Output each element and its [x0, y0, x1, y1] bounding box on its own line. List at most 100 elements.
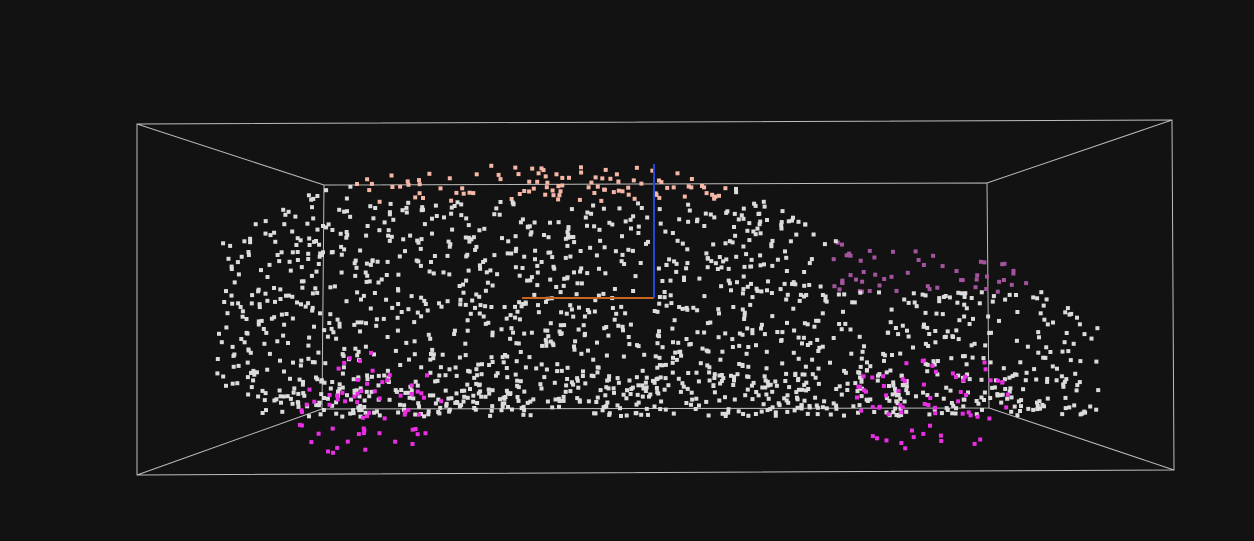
- point-body: [522, 254, 527, 259]
- point-roof: [712, 196, 717, 201]
- point-body: [519, 304, 524, 309]
- point-body: [723, 411, 728, 416]
- point-body: [412, 320, 417, 325]
- point-body: [969, 296, 974, 300]
- point-body: [563, 389, 568, 394]
- point-hood: [916, 258, 921, 262]
- point-body: [525, 400, 530, 405]
- point-hood: [982, 260, 987, 265]
- point-roof: [579, 170, 584, 175]
- point-body: [1018, 360, 1023, 365]
- point-body: [367, 279, 372, 284]
- point-roof: [467, 190, 472, 195]
- point-roof: [592, 191, 597, 195]
- point-hood: [858, 258, 863, 263]
- point-hood: [984, 287, 989, 291]
- point-body: [310, 305, 315, 310]
- point-body: [615, 376, 620, 381]
- point-wheels: [978, 437, 983, 442]
- point-body: [368, 204, 373, 209]
- point-body: [578, 269, 583, 274]
- point-body: [857, 370, 862, 375]
- point-body: [723, 414, 728, 418]
- point-body: [372, 352, 376, 357]
- point-body: [798, 292, 803, 297]
- point-body: [1062, 379, 1067, 384]
- point-body: [677, 217, 682, 222]
- point-body: [1003, 387, 1008, 391]
- point-body: [513, 372, 518, 377]
- point-body: [663, 229, 668, 234]
- point-body: [619, 304, 624, 309]
- point-hood: [873, 272, 878, 277]
- point-body: [624, 396, 629, 401]
- point-body: [766, 279, 770, 284]
- point-body: [603, 393, 608, 398]
- point-body: [740, 332, 745, 337]
- point-body: [469, 237, 474, 242]
- point-roof: [586, 185, 591, 190]
- point-body: [634, 411, 639, 416]
- point-body: [452, 204, 457, 208]
- point-body: [263, 291, 268, 296]
- point-wheels: [416, 412, 421, 417]
- point-body: [1015, 413, 1020, 418]
- point-body: [697, 403, 701, 408]
- point-wheels: [881, 384, 886, 388]
- point-body: [780, 330, 785, 335]
- point-body: [513, 304, 517, 309]
- point-body: [837, 322, 842, 326]
- point-body: [620, 252, 625, 257]
- point-body: [359, 408, 364, 412]
- point-body: [385, 368, 390, 373]
- point-body: [311, 216, 316, 221]
- point-body: [249, 385, 254, 390]
- point-body: [730, 240, 735, 245]
- point-body: [499, 327, 504, 332]
- point-body: [370, 258, 375, 263]
- point-body: [536, 303, 540, 308]
- point-body: [628, 322, 633, 327]
- point-body: [483, 288, 488, 293]
- point-body: [791, 350, 796, 355]
- point-body: [702, 224, 707, 228]
- point-body: [999, 400, 1004, 405]
- point-body: [501, 360, 506, 365]
- point-body: [671, 355, 675, 360]
- point-body: [1074, 388, 1079, 393]
- point-body: [302, 393, 307, 398]
- point-body: [307, 236, 312, 241]
- point-body: [940, 312, 945, 317]
- point-body: [1043, 355, 1048, 360]
- point-body: [657, 355, 662, 360]
- point-body: [740, 307, 745, 312]
- point-body: [816, 366, 821, 371]
- point-body: [246, 250, 251, 254]
- point-body: [285, 394, 290, 399]
- point-body: [678, 389, 683, 394]
- point-body: [295, 250, 300, 254]
- point-body: [718, 381, 723, 386]
- point-body: [423, 302, 428, 306]
- point-body: [957, 318, 962, 323]
- point-body: [742, 264, 747, 269]
- point-body: [295, 258, 300, 262]
- point-body: [726, 266, 731, 271]
- point-body: [495, 371, 500, 376]
- point-body: [741, 412, 746, 416]
- point-body: [636, 231, 641, 235]
- point-body: [741, 206, 746, 211]
- point-hood: [927, 287, 932, 292]
- point-body: [535, 263, 540, 268]
- point-body: [736, 217, 741, 222]
- point-body: [682, 278, 686, 282]
- point-body: [437, 411, 442, 416]
- point-body: [806, 387, 811, 391]
- point-body: [418, 246, 423, 251]
- point-body: [1066, 349, 1071, 354]
- point-body: [368, 262, 373, 267]
- point-body: [260, 388, 265, 393]
- point-body: [763, 385, 768, 390]
